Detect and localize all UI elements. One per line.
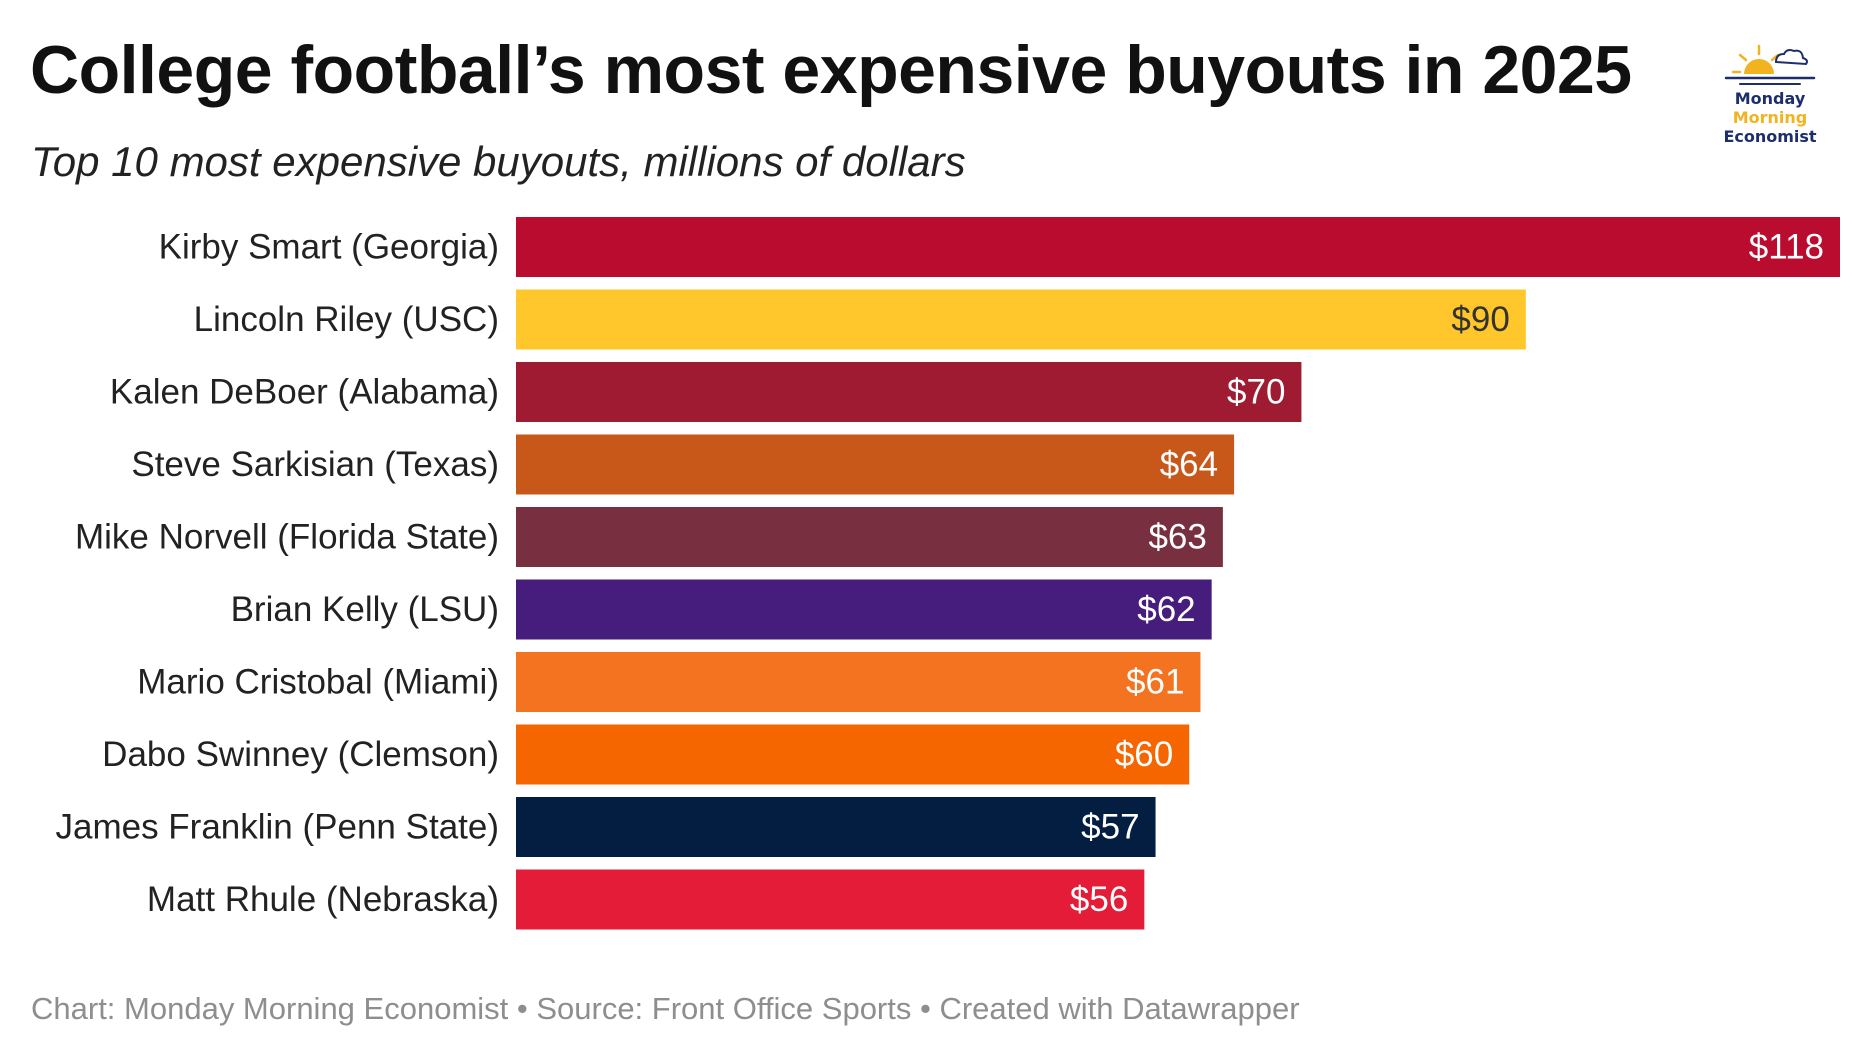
bar-mike-norvell-florida-state <box>516 507 1223 567</box>
bar-mario-cristobal-miami <box>516 652 1201 712</box>
value-label-mario-cristobal-miami: $61 <box>1126 663 1184 702</box>
value-label-brian-kelly-lsu: $62 <box>1137 590 1195 629</box>
chart-title: College football’s most expensive buyout… <box>30 32 1632 108</box>
bar-lincoln-riley-usc <box>516 289 1526 350</box>
bar-chart: Kirby Smart (Georgia) $118 Lincoln Riley (… <box>55 217 1840 930</box>
value-label-kalen-deboer-alabama: $70 <box>1227 373 1285 412</box>
category-label-kalen-deboer-alabama: Kalen DeBoer (Alabama) <box>110 373 499 412</box>
chart-subtitle: Top 10 most expensive buyouts, millions … <box>31 138 966 185</box>
logo-line-monday: Monday <box>1734 89 1806 108</box>
category-label-brian-kelly-lsu: Brian Kelly (LSU) <box>231 590 499 629</box>
value-label-matt-rhule-nebraska: $56 <box>1070 880 1128 919</box>
category-label-steve-sarkisian-texas: Steve Sarkisian (Texas) <box>131 445 499 484</box>
category-label-matt-rhule-nebraska: Matt Rhule (Nebraska) <box>147 880 499 919</box>
value-label-steve-sarkisian-texas: $64 <box>1160 445 1218 484</box>
value-label-kirby-smart-georgia: $118 <box>1749 228 1824 267</box>
category-label-dabo-swinney-clemson: Dabo Swinney (Clemson) <box>102 735 499 774</box>
bar-james-franklin-penn-state <box>516 797 1156 857</box>
chart-footer: Chart: Monday Morning Economist • Source… <box>31 991 1300 1026</box>
category-label-mario-cristobal-miami: Mario Cristobal (Miami) <box>137 663 499 702</box>
logo-line-morning: Morning <box>1732 108 1808 127</box>
value-label-dabo-swinney-clemson: $60 <box>1115 735 1173 774</box>
category-label-lincoln-riley-usc: Lincoln Riley (USC) <box>194 300 499 339</box>
bar-steve-sarkisian-texas <box>516 434 1235 495</box>
category-label-kirby-smart-georgia: Kirby Smart (Georgia) <box>159 228 499 267</box>
value-label-mike-norvell-florida-state: $63 <box>1148 518 1206 557</box>
bar-brian-kelly-lsu <box>516 579 1212 640</box>
bar-dabo-swinney-clemson <box>516 724 1190 785</box>
value-label-james-franklin-penn-state: $57 <box>1081 808 1139 847</box>
category-label-mike-norvell-florida-state: Mike Norvell (Florida State) <box>75 518 499 557</box>
value-label-lincoln-riley-usc: $90 <box>1451 300 1509 339</box>
bar-kalen-deboer-alabama <box>516 362 1302 422</box>
category-label-james-franklin-penn-state: James Franklin (Penn State) <box>55 808 499 847</box>
sun-cloud-icon <box>1724 44 1816 85</box>
brand-logo: Monday Morning Economist <box>1716 40 1824 148</box>
bar-kirby-smart-georgia <box>516 217 1840 277</box>
logo-line-economist: Economist <box>1723 127 1817 146</box>
bar-matt-rhule-nebraska <box>516 869 1145 930</box>
